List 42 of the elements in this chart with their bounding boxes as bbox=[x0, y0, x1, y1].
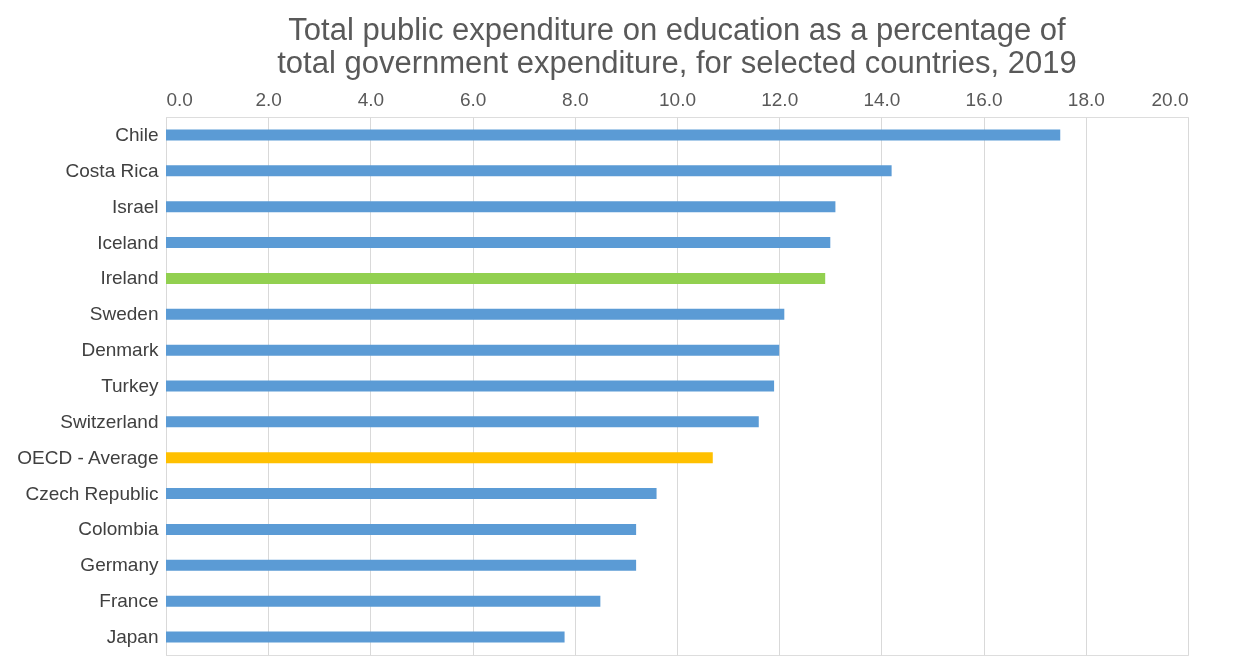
bar bbox=[166, 308, 785, 320]
bar bbox=[166, 344, 780, 356]
bar bbox=[166, 272, 826, 284]
y-tick-label: Japan bbox=[106, 626, 159, 648]
y-tick-label: Iceland bbox=[97, 231, 159, 253]
chart-title: Total public expenditure on education as a percentage of total government expenditure, for selected countries, 2019 bbox=[277, 12, 1077, 80]
bar bbox=[166, 631, 565, 643]
y-tick-label: Costa Rica bbox=[65, 159, 159, 181]
bar bbox=[166, 380, 775, 392]
bar bbox=[166, 129, 1061, 141]
x-tick-label: 0.0 bbox=[166, 88, 193, 110]
y-tick-label: Ireland bbox=[100, 267, 159, 289]
bar bbox=[166, 488, 657, 500]
x-tick-label: 10.0 bbox=[659, 88, 696, 110]
y-tick-label: Colombia bbox=[78, 518, 159, 540]
y-tick-label: Denmark bbox=[81, 339, 159, 361]
y-tick-label: France bbox=[99, 590, 159, 612]
x-tick-label: 6.0 bbox=[459, 88, 487, 110]
x-tick-label: 8.0 bbox=[562, 88, 589, 110]
x-tick-label: 20.0 bbox=[1151, 88, 1189, 110]
y-tick-label: Germany bbox=[80, 554, 159, 576]
bar bbox=[166, 165, 892, 177]
y-tick-label: Israel bbox=[112, 195, 159, 217]
bar bbox=[166, 523, 637, 535]
x-tick-label: 2.0 bbox=[255, 88, 282, 110]
x-tick-label: 18.0 bbox=[1067, 88, 1105, 110]
bar bbox=[166, 201, 836, 213]
bar bbox=[166, 416, 759, 428]
x-tick-label: 14.0 bbox=[863, 88, 901, 110]
y-tick-label: Switzerland bbox=[60, 410, 159, 432]
x-tick-label: 16.0 bbox=[965, 88, 1003, 110]
x-tick-label: 12.0 bbox=[761, 88, 799, 110]
y-tick-label: Sweden bbox=[89, 303, 159, 325]
y-tick-label: Turkey bbox=[101, 375, 159, 396]
bar bbox=[166, 237, 831, 249]
x-tick-label: 4.0 bbox=[357, 88, 385, 110]
bar bbox=[166, 595, 601, 607]
y-tick-label: Chile bbox=[115, 123, 159, 145]
bar bbox=[166, 452, 713, 464]
y-tick-label: OECD - Average bbox=[17, 446, 159, 468]
y-tick-label: Czech Republic bbox=[25, 482, 159, 504]
bar bbox=[166, 559, 637, 571]
